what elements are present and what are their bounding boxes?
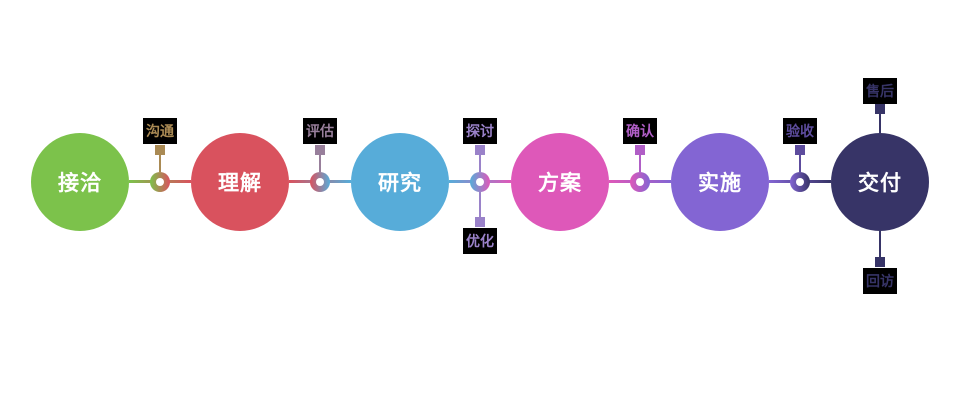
stage-label: 实施 — [698, 171, 742, 195]
label-stem — [479, 192, 481, 217]
milestone-ring-icon — [150, 172, 170, 192]
connector-tag: 验收 — [783, 118, 817, 144]
label-stem — [879, 114, 881, 133]
stage-label: 研究 — [378, 171, 422, 195]
connector-tag: 确认 — [623, 118, 657, 144]
connector-tag: 优化 — [463, 228, 497, 254]
label-node-square — [795, 145, 805, 155]
ring-hole — [156, 178, 164, 186]
milestone-ring-icon — [630, 172, 650, 192]
ring-hole — [636, 178, 644, 186]
connector-tag: 探讨 — [463, 118, 497, 144]
milestone-ring-icon — [470, 172, 490, 192]
label-node-square — [875, 104, 885, 114]
label-stem — [639, 155, 641, 172]
stage-circle-2: 理解 — [191, 133, 289, 231]
label-node-square — [315, 145, 325, 155]
stage-circle-4: 方案 — [511, 133, 609, 231]
label-node-square — [475, 217, 485, 227]
label-stem — [879, 231, 881, 257]
stage-label: 交付 — [858, 171, 902, 195]
stage-circle-5: 实施 — [671, 133, 769, 231]
label-node-square — [155, 145, 165, 155]
label-node-square — [875, 257, 885, 267]
label-stem — [799, 155, 801, 172]
milestone-ring-icon — [310, 172, 330, 192]
milestone-ring-icon — [790, 172, 810, 192]
stage-circle-1: 接洽 — [31, 133, 129, 231]
stage-label: 方案 — [538, 171, 582, 195]
stage-label: 接洽 — [58, 171, 102, 195]
connector-tag: 沟通 — [143, 118, 177, 144]
label-stem — [479, 155, 481, 172]
label-node-square — [475, 145, 485, 155]
label-node-square — [635, 145, 645, 155]
stage-circle-6: 交付 — [831, 133, 929, 231]
connector-tag: 评估 — [303, 118, 337, 144]
stage-circle-3: 研究 — [351, 133, 449, 231]
ring-hole — [316, 178, 324, 186]
terminal-tag-above: 售后 — [863, 78, 897, 104]
label-stem — [159, 155, 161, 172]
terminal-tag-below: 回访 — [863, 268, 897, 294]
stage-label: 理解 — [218, 171, 262, 195]
ring-hole — [796, 178, 804, 186]
label-stem — [319, 155, 321, 172]
ring-hole — [476, 178, 484, 186]
